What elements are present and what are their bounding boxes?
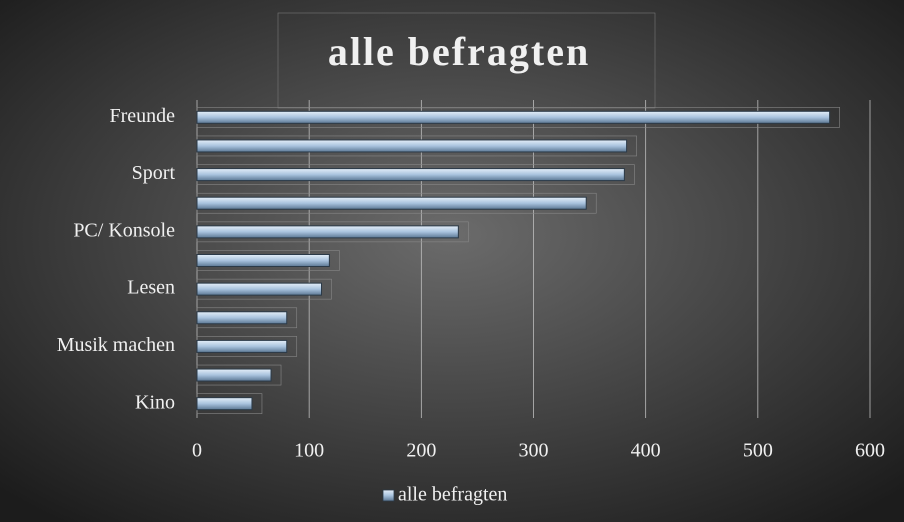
x-tick-label: 500 (743, 440, 773, 462)
chart-title: alle befragten (328, 29, 590, 74)
bar (196, 282, 323, 296)
y-tick-label: Musik machen (57, 334, 175, 356)
x-tick-label: 0 (192, 440, 202, 462)
x-tick-label: 300 (519, 440, 549, 462)
y-tick-label: PC/ Konsole (73, 219, 175, 241)
x-tick-label: 100 (294, 440, 324, 462)
legend-marker (382, 489, 395, 502)
bar (196, 254, 330, 267)
legend-label: alle befragten (398, 484, 507, 506)
bar (196, 110, 831, 124)
x-tick-label: 400 (631, 440, 661, 462)
title-box (277, 12, 656, 109)
bar (196, 397, 253, 411)
y-tick-label: Sport (132, 162, 176, 184)
x-tick-label: 200 (406, 440, 436, 462)
bar (196, 139, 628, 153)
y-tick-label: Kino (135, 391, 175, 413)
bar (196, 168, 625, 182)
y-tick-label: Lesen (127, 277, 175, 299)
y-tick-label: Freunde (109, 105, 175, 127)
x-tick-label: 600 (855, 440, 885, 462)
bar (196, 311, 288, 325)
bar (196, 339, 288, 353)
bar (196, 225, 459, 239)
bar (196, 196, 587, 210)
bar (196, 368, 272, 382)
